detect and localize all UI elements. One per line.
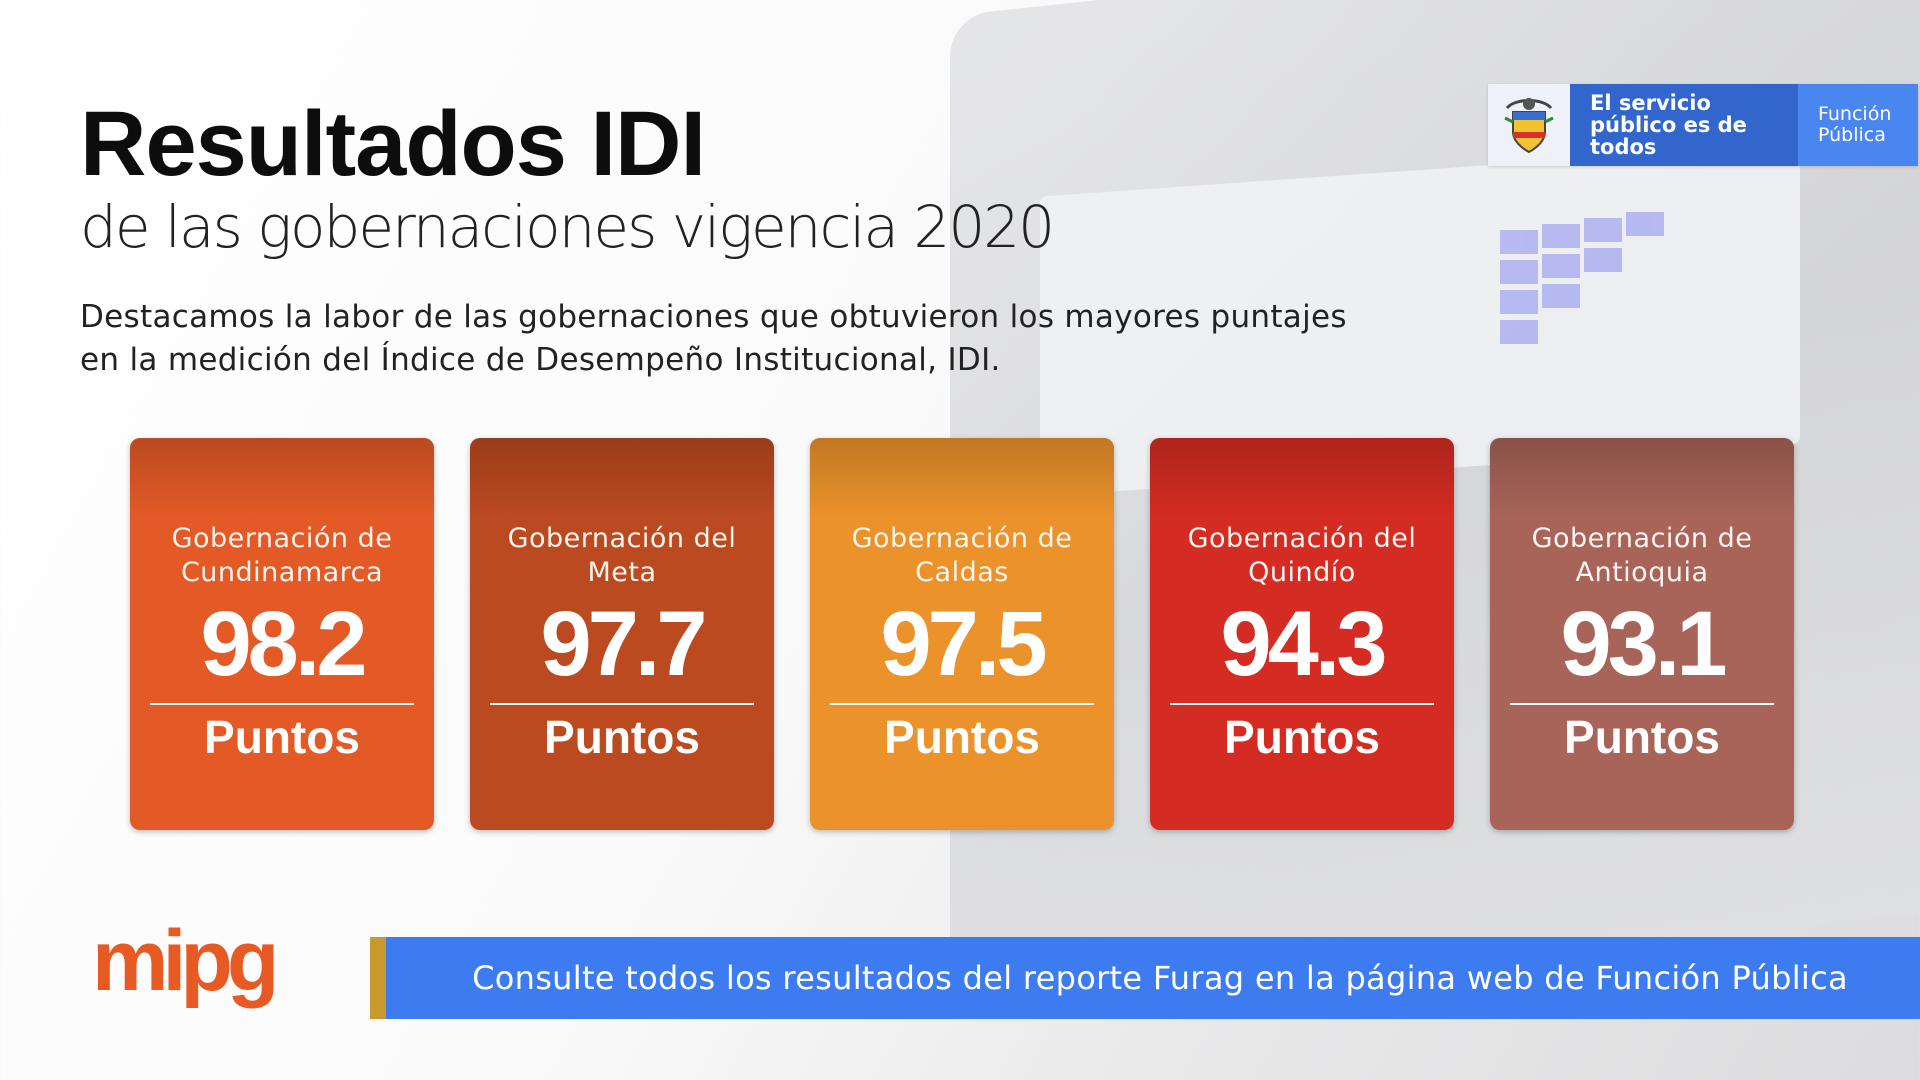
card-unit-label: Puntos	[1224, 711, 1380, 763]
card-entity-name: Gobernación de Cundinamarca	[171, 523, 393, 588]
card-divider	[150, 703, 414, 705]
card-score: 93.1	[1560, 593, 1727, 695]
colombia-coat-of-arms-icon	[1488, 84, 1570, 166]
card-divider	[1510, 703, 1774, 705]
card-entity-name: Gobernación del Quindío	[1187, 523, 1417, 588]
intro-text: Destacamos la labor de las gobernaciones…	[80, 299, 1347, 378]
result-card: Gobernación de Caldas 97.5 Puntos	[810, 438, 1114, 830]
card-entity-name: Gobernación de Antioquia	[1531, 523, 1753, 588]
card-divider	[490, 703, 754, 705]
card-score: 97.5	[880, 593, 1047, 695]
card-entity-name: Gobernación de Caldas	[851, 523, 1073, 588]
card-entity-name: Gobernación del Meta	[507, 523, 737, 588]
funcion-publica-label: Función Pública	[1798, 84, 1918, 166]
card-unit-label: Puntos	[544, 711, 700, 763]
result-card: Gobernación del Meta 97.7 Puntos	[470, 438, 774, 830]
page-subtitle: de las gobernaciones vigencia 2020	[80, 193, 1055, 261]
government-brand-banner: El servicio público es de todos Función …	[1488, 84, 1918, 166]
cta-text: Consulte todos los resultados del report…	[472, 959, 1848, 997]
card-score: 97.7	[540, 593, 707, 695]
results-cards: Gobernación de Cundinamarca 98.2 Puntos …	[130, 438, 1794, 830]
card-unit-label: Puntos	[884, 711, 1040, 763]
result-card: Gobernación de Cundinamarca 98.2 Puntos	[130, 438, 434, 830]
card-divider	[1170, 703, 1434, 705]
card-divider	[830, 703, 1094, 705]
mipg-logo: mipg	[92, 913, 279, 1009]
card-score: 94.3	[1220, 593, 1387, 695]
page-title: Resultados IDI	[80, 93, 706, 195]
card-unit-label: Puntos	[204, 711, 360, 763]
result-card: Gobernación del Quindío 94.3 Puntos	[1150, 438, 1454, 830]
card-unit-label: Puntos	[1564, 711, 1720, 763]
cta-accent-stripe	[370, 937, 386, 1019]
result-card: Gobernación de Antioquia 93.1 Puntos	[1490, 438, 1794, 830]
card-score: 98.2	[200, 593, 367, 695]
consult-results-link[interactable]: Consulte todos los resultados del report…	[370, 937, 1920, 1019]
gov-slogan: El servicio público es de todos	[1570, 84, 1798, 166]
